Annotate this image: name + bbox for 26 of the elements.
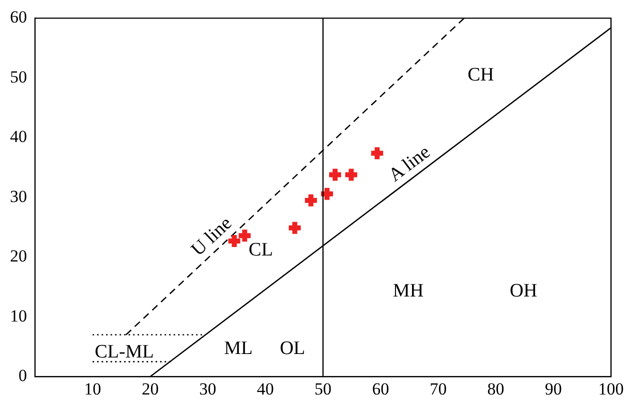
text: A line xyxy=(384,142,434,186)
y-tick-label: 50 xyxy=(10,67,27,86)
y-tick-label: 20 xyxy=(10,246,27,266)
y-tick-label: 30 xyxy=(10,186,27,206)
x-tick-label: 10 xyxy=(84,379,102,398)
x-tick-label: 20 xyxy=(142,379,159,398)
x-tick-label: 40 xyxy=(256,379,274,398)
x-tick-label: 60 xyxy=(372,379,390,398)
x-tick-label: 80 xyxy=(487,379,504,398)
annotation: CL-ML xyxy=(94,342,154,363)
annotation: OH xyxy=(510,280,538,302)
x-tick-label: 50 xyxy=(314,379,332,398)
annotation: CL xyxy=(248,239,273,260)
y-tick-label: 60 xyxy=(10,8,27,27)
text: U line xyxy=(187,212,236,260)
x-tick-label: 30 xyxy=(199,379,216,398)
x-tick-label: 70 xyxy=(430,379,447,398)
x-tick-label: 90 xyxy=(544,379,562,398)
annotation: CH xyxy=(468,64,494,86)
y-tick-label: 0 xyxy=(18,366,27,386)
y-tick-label: 10 xyxy=(10,306,27,326)
annotation: OL xyxy=(280,338,306,359)
x-tick-label: 100 xyxy=(598,379,624,398)
annotation: ML xyxy=(224,338,253,359)
annotation: MH xyxy=(392,280,424,302)
y-tick-label: 40 xyxy=(10,127,27,146)
